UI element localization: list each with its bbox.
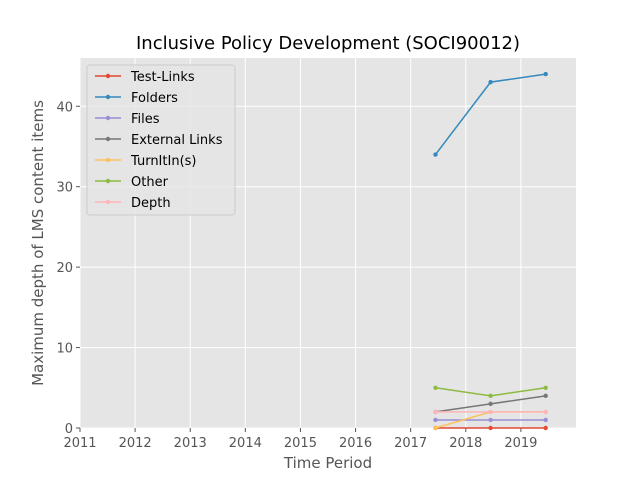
y-tick-label: 30 — [56, 181, 73, 196]
chart-title: Inclusive Policy Development (SOCI90012) — [136, 33, 520, 54]
x-tick-label: 2016 — [339, 436, 372, 451]
legend-swatch-marker — [105, 157, 111, 163]
data-point — [543, 425, 548, 431]
data-point — [433, 385, 438, 390]
data-point — [543, 409, 548, 415]
legend-swatch-marker — [105, 94, 111, 100]
x-tick-label: 2018 — [449, 436, 482, 451]
y-tick-label: 10 — [56, 342, 73, 357]
y-tick-label: 40 — [56, 100, 73, 115]
legend-entry-label: Depth — [131, 196, 171, 211]
legend-swatch-marker — [105, 178, 111, 184]
legend-swatch-marker — [105, 199, 111, 205]
axis-ticks: 2011 2012 2013 2014 2015 2016 2017 2018 2019 0 10 2… — [56, 100, 537, 451]
x-tick-label: 2012 — [119, 436, 152, 451]
data-point — [433, 425, 438, 431]
legend-entry-label: Folders — [131, 91, 178, 106]
legend-entry-label: TurnItIn(s) — [130, 154, 196, 169]
legend-entry-label: Other — [131, 175, 169, 190]
data-point — [543, 393, 548, 399]
data-point — [488, 79, 493, 85]
legend-entry-label: Test-Links — [130, 70, 195, 85]
y-tick-label: 20 — [56, 261, 73, 276]
x-tick-label: 2014 — [229, 436, 262, 451]
x-tick-label: 2011 — [63, 436, 96, 451]
legend-entry-label: Files — [131, 112, 160, 127]
legend: Test-Links Folders Files External Links Turn… — [86, 64, 236, 216]
data-point — [488, 417, 493, 423]
data-point — [433, 409, 438, 415]
x-axis-label: Time Period — [283, 454, 372, 472]
legend-entry-label: External Links — [131, 133, 223, 148]
data-point — [488, 425, 493, 431]
legend-box — [86, 64, 236, 216]
legend-swatch-marker — [105, 136, 111, 142]
x-tick-label: 2013 — [174, 436, 207, 451]
data-point — [543, 417, 548, 423]
legend-swatch-marker — [105, 73, 111, 79]
data-point — [488, 401, 493, 407]
x-tick-label: 2015 — [284, 436, 317, 451]
x-tick-label: 2019 — [504, 436, 537, 451]
data-point — [543, 71, 548, 77]
y-tick-label: 0 — [65, 422, 73, 437]
data-point — [433, 417, 438, 423]
y-axis-label: Maximum depth of LMS content items — [29, 100, 47, 386]
x-tick-label: 2017 — [394, 436, 427, 451]
data-point — [488, 393, 493, 399]
data-point — [543, 385, 548, 390]
series-lines — [433, 71, 548, 431]
legend-swatch-marker — [105, 115, 111, 121]
data-point — [488, 409, 493, 415]
data-point — [433, 152, 438, 157]
